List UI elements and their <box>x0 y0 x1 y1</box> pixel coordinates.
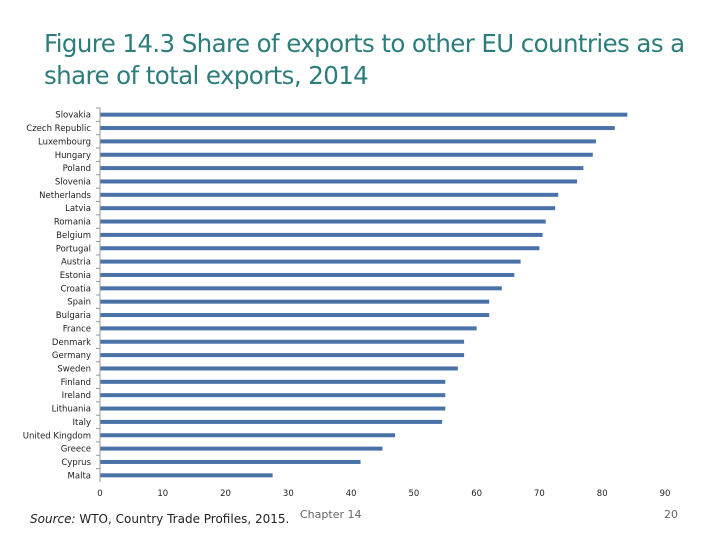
category-label: United Kingdom <box>23 431 91 441</box>
page-number: 20 <box>664 508 678 521</box>
bar-latvia <box>100 206 556 211</box>
bar-finland <box>100 379 446 384</box>
category-label: Finland <box>61 378 91 388</box>
bar-bulgaria <box>100 313 490 318</box>
category-label: Bulgaria <box>56 311 91 321</box>
bar-portugal <box>100 246 540 251</box>
bar-france <box>100 326 477 331</box>
chapter-label: Chapter 14 <box>300 508 362 521</box>
x-tick-label: 0 <box>97 489 102 499</box>
category-label: Sweden <box>57 364 91 374</box>
category-label: Belgium <box>56 231 91 241</box>
category-label: Greece <box>61 445 91 455</box>
x-tick-label: 80 <box>597 489 608 499</box>
bar-germany <box>100 353 465 358</box>
category-label: Slovenia <box>55 177 91 187</box>
category-label: Luxembourg <box>38 137 91 147</box>
x-tick-label: 30 <box>283 489 294 499</box>
category-label: France <box>63 324 91 334</box>
category-label: Netherlands <box>39 191 91 201</box>
category-label: Cyprus <box>61 458 91 468</box>
x-tick-label: 20 <box>220 489 231 499</box>
category-label: Slovakia <box>55 111 91 121</box>
category-label: Denmark <box>52 338 91 348</box>
bar-greece <box>100 446 383 451</box>
bar-hungary <box>100 152 593 157</box>
source-text: WTO, Country Trade Profiles, 2015. <box>75 512 290 526</box>
category-label: Romania <box>54 218 91 228</box>
bar-croatia <box>100 286 502 291</box>
category-label: Latvia <box>65 204 91 214</box>
category-label: Ireland <box>62 391 91 401</box>
category-label: Hungary <box>55 151 91 161</box>
bar-estonia <box>100 272 515 277</box>
x-tick-label: 50 <box>408 489 419 499</box>
category-label: Lithuania <box>52 405 91 415</box>
category-label: Czech Republic <box>26 124 91 134</box>
bar-ireland <box>100 393 446 398</box>
bar-netherlands <box>100 192 559 197</box>
bar-slovakia <box>100 112 628 117</box>
x-tick-label: 60 <box>471 489 482 499</box>
bar-poland <box>100 166 584 171</box>
bar-united-kingdom <box>100 433 396 438</box>
bar-belgium <box>100 232 543 237</box>
category-label: Austria <box>61 258 91 268</box>
x-tick-label: 40 <box>346 489 357 499</box>
bar-czech-republic <box>100 126 615 131</box>
bar-luxembourg <box>100 139 596 144</box>
source-label: Source: <box>30 512 76 526</box>
x-tick-label: 10 <box>157 489 168 499</box>
category-label: Germany <box>52 351 91 361</box>
bar-sweden <box>100 366 458 371</box>
bar-austria <box>100 259 521 264</box>
category-label: Poland <box>63 164 91 174</box>
bar-malta <box>100 473 273 478</box>
bar-spain <box>100 299 490 304</box>
category-label: Spain <box>67 298 91 308</box>
category-label: Estonia <box>60 271 91 281</box>
bar-denmark <box>100 339 465 344</box>
bar-slovenia <box>100 179 578 184</box>
bar-lithuania <box>100 406 446 411</box>
x-tick-label: 90 <box>660 489 671 499</box>
category-label: Portugal <box>56 244 91 254</box>
bar-cyprus <box>100 459 361 464</box>
bar-italy <box>100 419 443 424</box>
category-label: Italy <box>73 418 91 428</box>
bar-romania <box>100 219 546 224</box>
category-label: Croatia <box>60 284 91 294</box>
x-tick-label: 70 <box>534 489 545 499</box>
category-label: Malta <box>68 471 91 481</box>
source-note: Source: WTO, Country Trade Profiles, 201… <box>30 512 289 526</box>
chart-title: Figure 14.3 Share of exports to other EU… <box>44 29 685 90</box>
